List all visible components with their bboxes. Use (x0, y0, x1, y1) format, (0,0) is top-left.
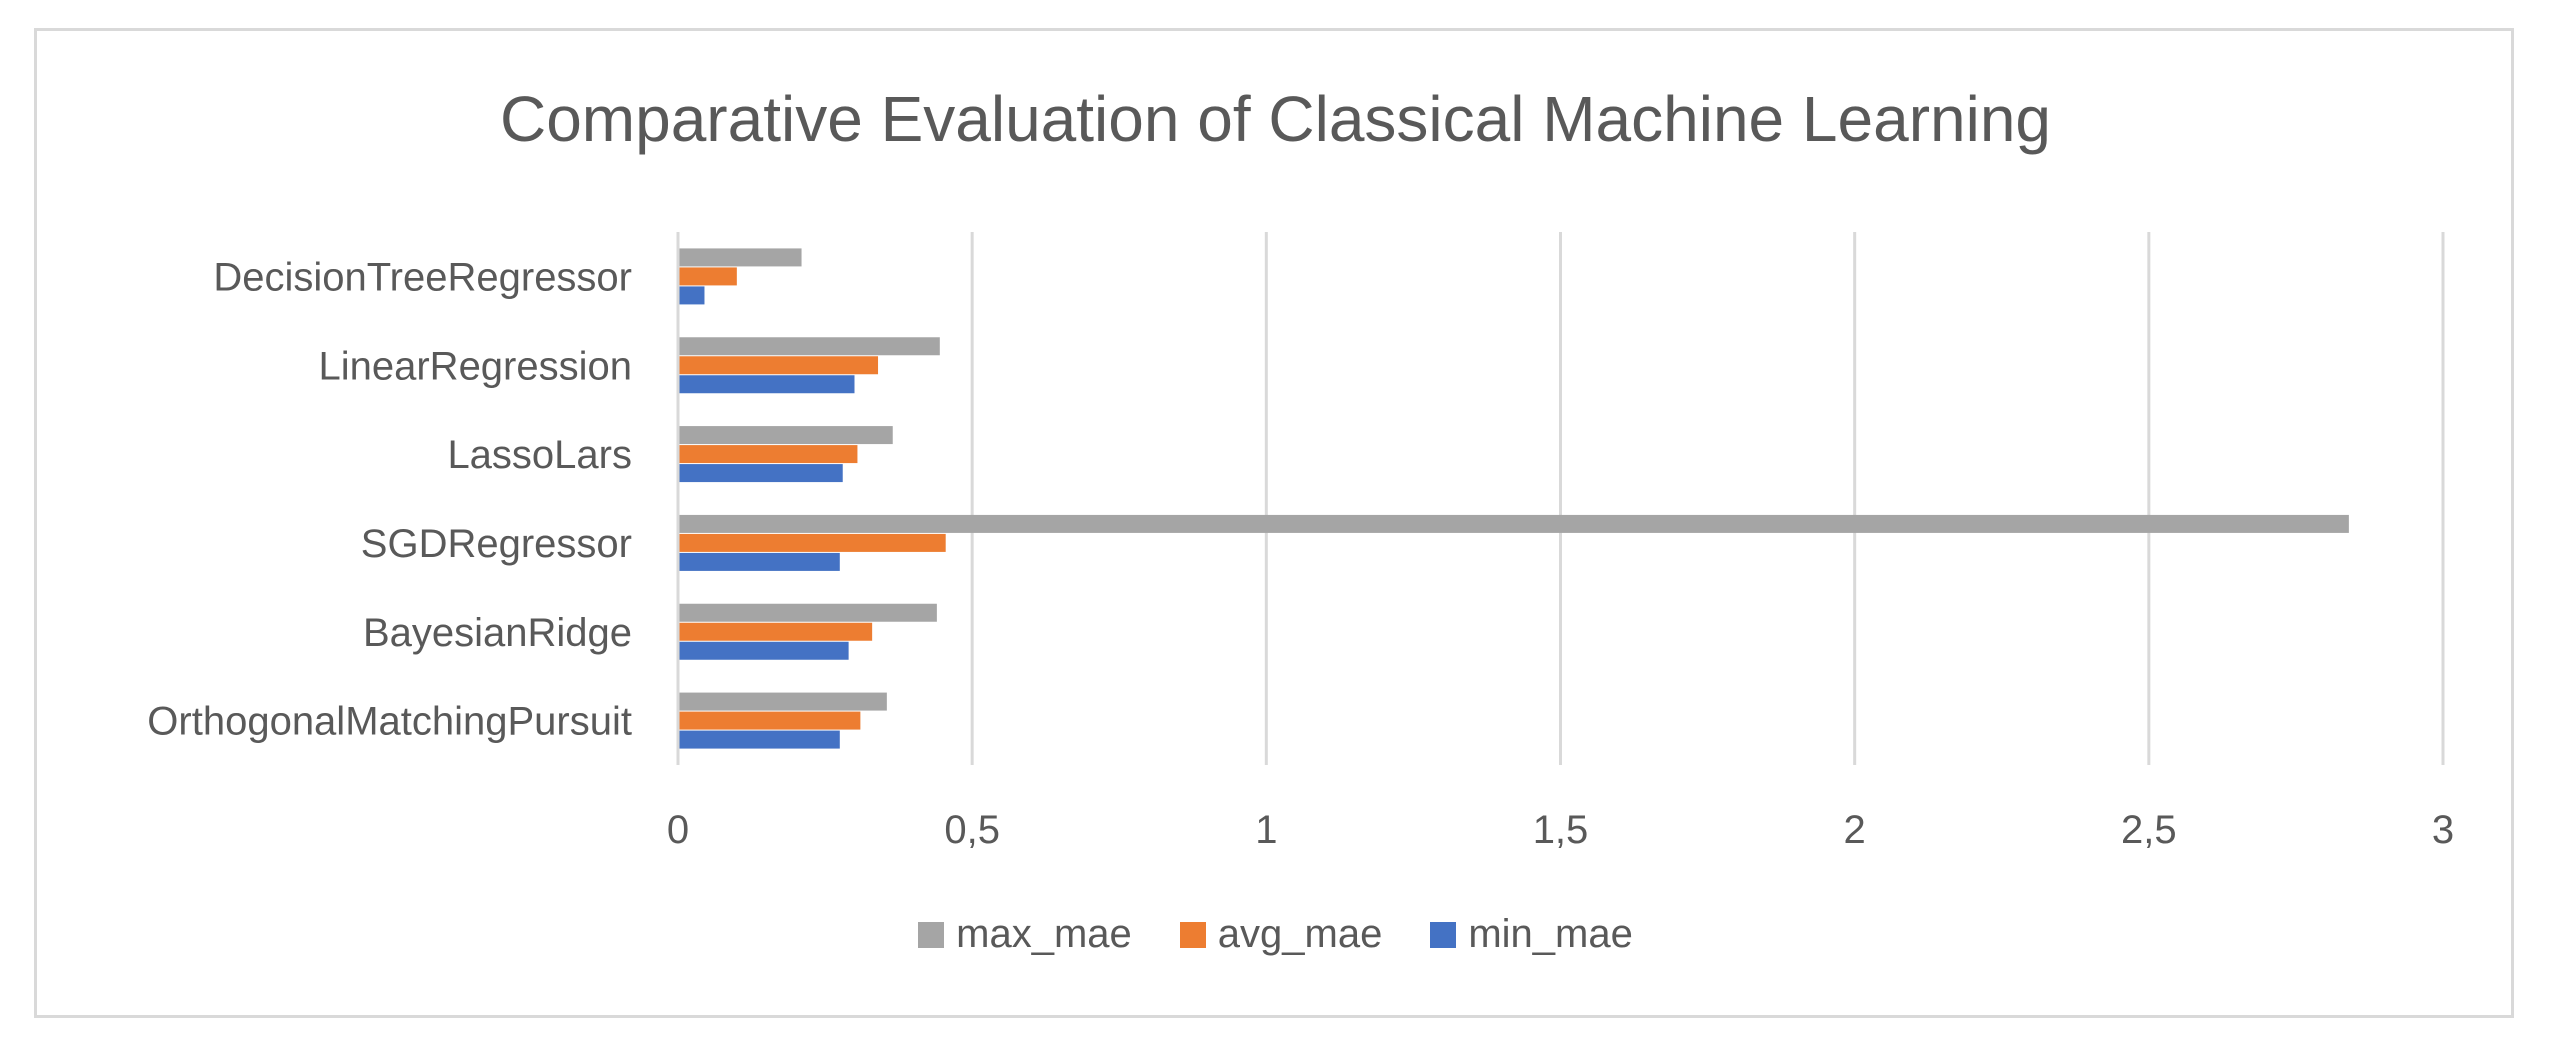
bar-min_mae (678, 375, 855, 394)
bar-avg_mae (678, 445, 858, 464)
bar-avg_mae (678, 356, 879, 375)
legend-item-avg_mae: avg_mae (1179, 912, 1383, 957)
category-label: SGDRegressor (361, 522, 632, 566)
legend-swatch (918, 921, 945, 948)
bar-max_mae (678, 426, 893, 445)
legend-label: max_mae (956, 912, 1132, 956)
bar-max_mae (678, 514, 2349, 533)
chart-title: Comparative Evaluation of Classical Mach… (499, 83, 2052, 155)
legend-label: min_mae (1468, 912, 1633, 956)
x-tick-label: 2 (1844, 808, 1866, 852)
category-label: OrthogonalMatchingPursuit (147, 700, 632, 744)
bar-avg_mae (678, 533, 946, 552)
legend-swatch (1179, 921, 1206, 948)
legend-item-max_mae: max_mae (918, 912, 1132, 957)
category-label: LinearRegression (318, 344, 632, 388)
legend-swatch (1430, 921, 1457, 948)
legend-item-min_mae: min_mae (1430, 912, 1633, 957)
bar-max_mae (678, 603, 937, 622)
x-tick-label: 0 (667, 808, 689, 852)
x-tick-label: 3 (2432, 808, 2454, 852)
legend-label: avg_mae (1217, 912, 1383, 956)
x-tick-label: 2,5 (2121, 808, 2177, 852)
bar-min_mae (678, 730, 840, 749)
bar-min_mae (678, 641, 849, 660)
bar-min_mae (678, 552, 840, 571)
category-label: DecisionTreeRegressor (213, 255, 632, 299)
x-tick-label: 1,5 (1533, 808, 1589, 852)
category-label: BayesianRidge (363, 611, 632, 655)
category-label: LassoLars (447, 433, 632, 477)
bar-max_mae (678, 248, 802, 267)
bar-min_mae (678, 464, 843, 483)
bar-avg_mae (678, 711, 861, 730)
bar-avg_mae (678, 267, 737, 286)
bar-max_mae (678, 337, 940, 356)
bar-avg_mae (678, 622, 873, 641)
bar-max_mae (678, 692, 887, 711)
x-tick-label: 1 (1255, 808, 1277, 852)
bar-min_mae (678, 286, 705, 305)
x-tick-label: 0,5 (944, 808, 1000, 852)
chart-legend: max_mae avg_mae min_mae (0, 912, 2551, 957)
